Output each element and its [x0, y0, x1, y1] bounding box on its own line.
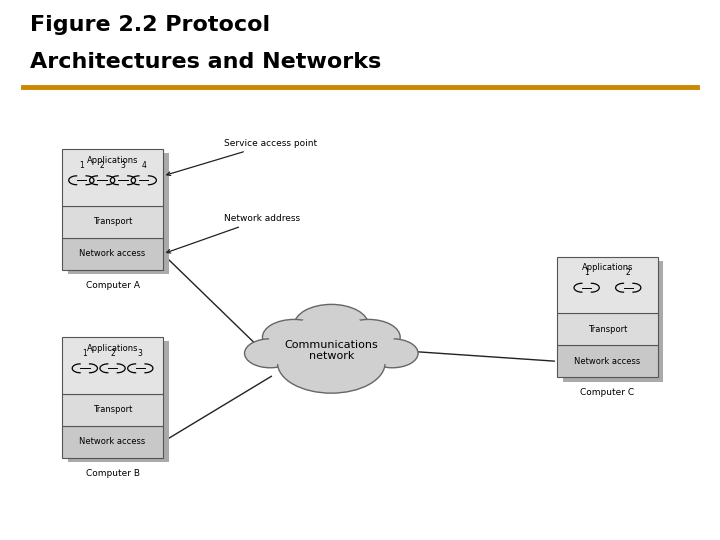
- FancyBboxPatch shape: [63, 337, 163, 394]
- Text: Computer B: Computer B: [86, 469, 140, 478]
- FancyBboxPatch shape: [63, 426, 163, 458]
- FancyBboxPatch shape: [68, 153, 168, 274]
- FancyBboxPatch shape: [557, 313, 657, 345]
- FancyBboxPatch shape: [63, 206, 163, 238]
- Ellipse shape: [302, 308, 361, 342]
- Text: Service access point: Service access point: [167, 139, 317, 176]
- Text: Applications: Applications: [87, 156, 138, 165]
- Text: Communications
network: Communications network: [284, 340, 378, 361]
- Text: 3: 3: [138, 349, 143, 358]
- FancyBboxPatch shape: [557, 345, 657, 377]
- Text: Transport: Transport: [93, 405, 132, 414]
- Ellipse shape: [250, 342, 291, 365]
- Text: Network access: Network access: [575, 357, 641, 366]
- Text: 3: 3: [120, 161, 125, 170]
- Text: Applications: Applications: [87, 343, 138, 353]
- FancyBboxPatch shape: [63, 394, 163, 426]
- Text: Transport: Transport: [93, 217, 132, 226]
- Ellipse shape: [294, 305, 369, 346]
- Text: Transport: Transport: [588, 325, 627, 334]
- Ellipse shape: [366, 339, 418, 368]
- Ellipse shape: [277, 333, 385, 393]
- Text: Applications: Applications: [582, 263, 633, 272]
- Ellipse shape: [372, 342, 413, 365]
- FancyBboxPatch shape: [63, 238, 163, 270]
- Ellipse shape: [263, 320, 325, 355]
- Text: 1: 1: [83, 349, 87, 358]
- Ellipse shape: [337, 320, 400, 355]
- Text: 2: 2: [626, 268, 631, 277]
- Ellipse shape: [245, 339, 296, 368]
- Ellipse shape: [269, 323, 319, 352]
- Ellipse shape: [288, 339, 374, 387]
- FancyBboxPatch shape: [563, 261, 663, 382]
- Text: 2: 2: [110, 349, 115, 358]
- Text: Computer A: Computer A: [86, 281, 140, 290]
- FancyBboxPatch shape: [63, 149, 163, 206]
- Ellipse shape: [343, 323, 394, 352]
- Text: Network address: Network address: [167, 214, 300, 253]
- Text: 1: 1: [584, 268, 589, 277]
- Text: Network access: Network access: [79, 437, 145, 447]
- FancyBboxPatch shape: [557, 256, 657, 313]
- Text: 1: 1: [79, 161, 84, 170]
- Text: 2: 2: [100, 161, 104, 170]
- Text: 4: 4: [141, 161, 146, 170]
- Text: Network access: Network access: [79, 249, 145, 258]
- FancyBboxPatch shape: [68, 341, 168, 462]
- Text: Computer C: Computer C: [580, 388, 634, 397]
- Text: Figure 2.2 Protocol: Figure 2.2 Protocol: [30, 15, 270, 35]
- Text: Architectures and Networks: Architectures and Networks: [30, 52, 382, 72]
